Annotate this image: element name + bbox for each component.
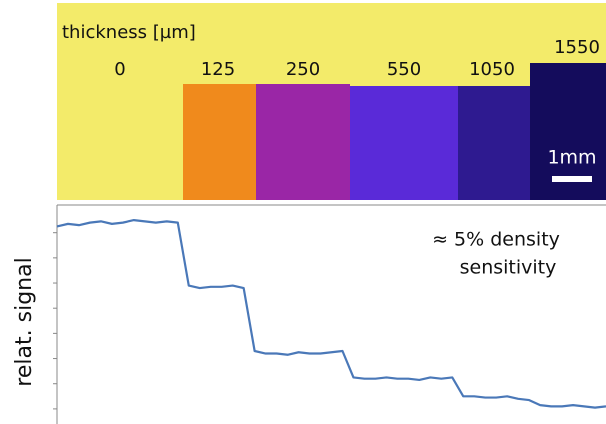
y-axis-label: relat. signal [12,257,37,386]
step-label: 550 [387,59,421,80]
step-label: 1050 [469,59,515,80]
step-label: 0 [114,59,125,80]
step-region [350,86,458,200]
step-region [183,84,256,200]
scale-bar [552,176,592,182]
step-region [458,86,530,200]
step-label: 125 [201,59,235,80]
xray-image: thickness [µm] 0 125 250 550 1050 1550 1… [57,3,606,200]
step-region [256,84,350,200]
data-line [56,219,606,409]
annotation: sensitivity [460,257,557,279]
thickness-label: thickness [µm] [62,22,196,43]
annotation: ≈ 5% density [432,229,560,251]
scale-bar-label: 1mm [547,147,596,169]
step-label: 1550 [554,37,600,58]
step-label: 250 [286,59,320,80]
